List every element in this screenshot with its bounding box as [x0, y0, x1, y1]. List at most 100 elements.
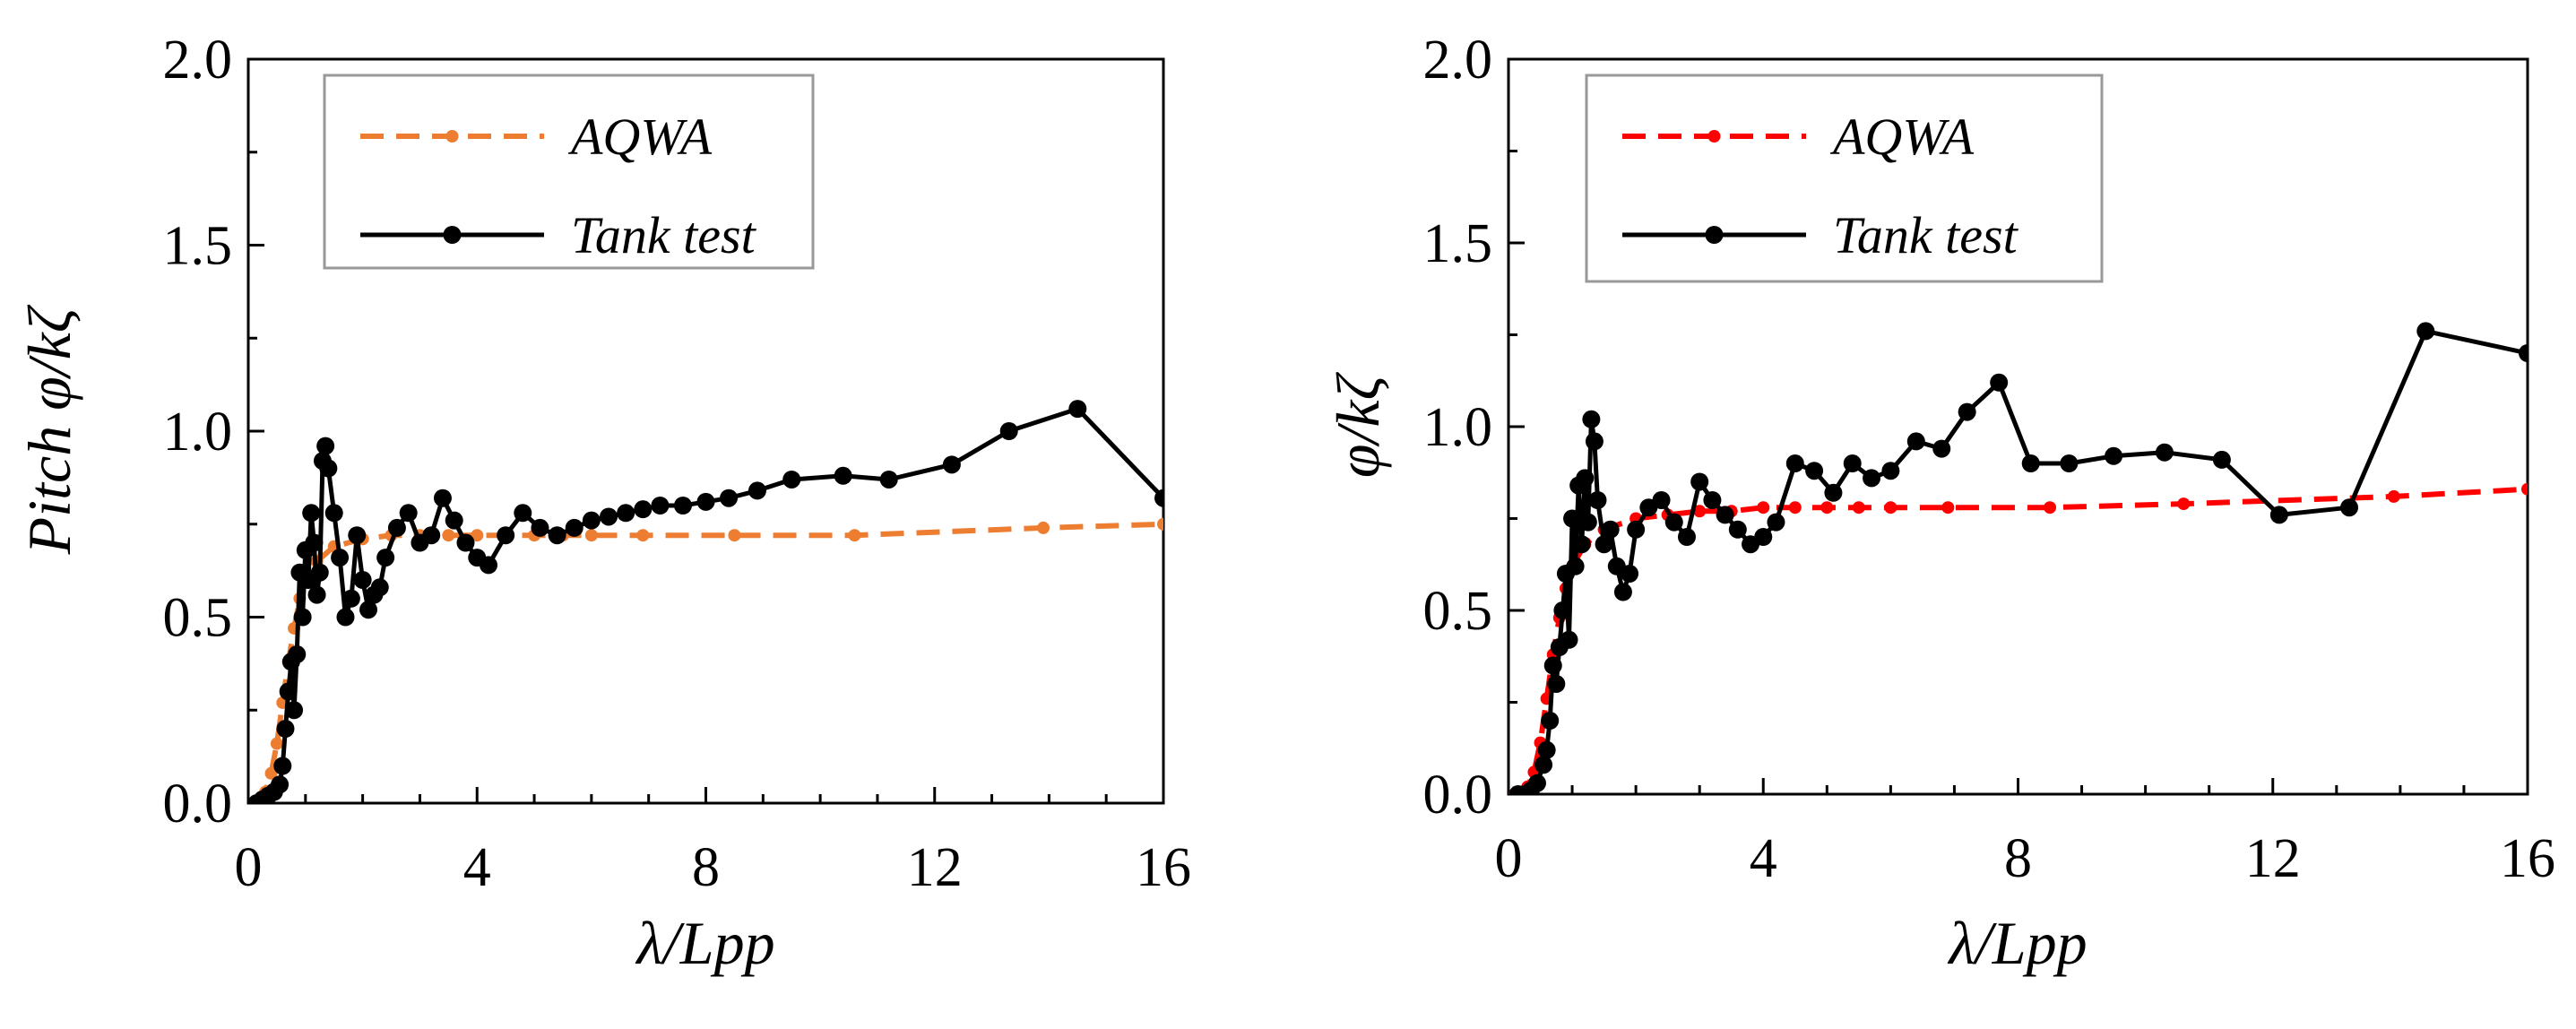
y-axis-label: φ/kζ [1324, 371, 1392, 478]
tank-test-point [288, 645, 307, 663]
x-axis-label: λ/Lpp [1947, 909, 2087, 977]
tank-test-point [1537, 740, 1556, 759]
tank-test-point [1690, 472, 1709, 491]
tank-test-point [1958, 402, 1976, 421]
tank-test-point [456, 533, 475, 552]
tank-test-point [1553, 601, 1572, 619]
tank-test-point [1677, 528, 1696, 546]
tank-test-point [433, 489, 452, 507]
tank-test-point [348, 526, 367, 545]
y-tick-label: 1.0 [163, 402, 233, 463]
tank-test-point [480, 556, 498, 575]
aqwa-point [1036, 521, 1050, 534]
aqwa-line [1515, 486, 2528, 794]
tank-test-point [336, 608, 355, 627]
y-tick-label: 2.0 [1423, 30, 1493, 91]
x-tick-label: 8 [2004, 828, 2032, 889]
tank-test-point [271, 775, 290, 794]
legend-label: Tank test [1833, 206, 2019, 264]
tank-test-point [514, 504, 532, 523]
tank-test-point [2060, 454, 2079, 472]
tank-test-point [376, 549, 395, 567]
x-tick-label: 12 [907, 837, 963, 898]
tank-test-point [1068, 400, 1087, 419]
tank-test-point [1543, 656, 1562, 675]
legend: AQWA Tank test [323, 74, 815, 270]
x-tick-label: 0 [1495, 828, 1523, 889]
tank-test-point [353, 571, 372, 589]
tank-test-point [1527, 774, 1546, 792]
x-tick-label: 0 [235, 837, 263, 898]
aqwa-point [2521, 482, 2528, 496]
y-tick-label: 1.5 [163, 216, 233, 277]
legend-marker [1707, 130, 1721, 143]
tank-test-point [1863, 469, 1881, 488]
tank-test-point [565, 518, 583, 537]
tank-test-point [387, 518, 406, 537]
tank-test-point [497, 526, 515, 545]
aqwa-point [1157, 517, 1163, 531]
tank-test-point [1716, 506, 1734, 524]
tank-test-point [1613, 583, 1632, 601]
tank-test-point [1843, 454, 1862, 472]
aqwa-point [442, 529, 455, 542]
aqwa-point [471, 529, 484, 542]
chart-right: 0 4 8 12 16 0.0 0.5 1.0 1.5 2.0 λ/Lpp φ/kζ AQWA Tank … [1324, 30, 2555, 977]
y-tick-label: 0.0 [163, 774, 233, 834]
tank-test-point [1824, 483, 1843, 502]
tank-test-point [1785, 454, 1804, 472]
aqwa-point [2387, 489, 2400, 503]
y-tick-label: 0.0 [1423, 765, 1493, 826]
tank-test-point [1576, 469, 1595, 488]
tank-test-point [1767, 513, 1785, 532]
tank-test-point [285, 701, 304, 720]
legend-label: Tank test [571, 206, 757, 264]
legend-marker [1705, 226, 1724, 244]
x-axis-label: λ/Lpp [635, 909, 774, 977]
tank-test-point [1534, 756, 1553, 774]
tank-test-point [617, 504, 635, 523]
tank-test-point [1560, 630, 1578, 649]
x-tick-label: 8 [692, 837, 720, 898]
aqwa-point [264, 766, 278, 780]
tank-test-point [2340, 498, 2359, 517]
tank-test-point [1154, 489, 1163, 507]
tank-test-point [1588, 491, 1607, 509]
x-tick-label: 16 [2500, 828, 2555, 889]
tank-test-line [1517, 328, 2528, 794]
x-tick-label: 12 [2245, 828, 2301, 889]
aqwa-point [1693, 505, 1707, 518]
tank-test-point [696, 492, 715, 511]
tank-test-point [1541, 712, 1560, 730]
tank-test-point [1547, 675, 1566, 693]
tank-test-point [1572, 535, 1591, 554]
x-tick-label: 4 [463, 837, 491, 898]
aqwa-point [270, 737, 283, 750]
tank-test-point [720, 489, 739, 507]
aqwa-point [1788, 501, 1802, 514]
tank-test-point [445, 511, 463, 530]
y-tick-label: 2.0 [163, 30, 233, 91]
tank-test-point [1566, 557, 1585, 575]
tank-test-point [359, 601, 378, 619]
tank-test-point [548, 526, 566, 545]
tank-test-point [331, 549, 350, 567]
tank-test-point [2105, 446, 2123, 465]
tank-test-point [634, 500, 653, 519]
legend-frame [1585, 74, 2104, 283]
tank-test-point [399, 504, 418, 523]
tank-test-point [600, 507, 618, 526]
aqwa-point [848, 529, 861, 542]
tank-test-point [748, 481, 766, 500]
aqwa-point [584, 529, 598, 542]
tank-test-point [293, 608, 312, 627]
tank-test-line [255, 406, 1163, 803]
aqwa-point [1884, 501, 1897, 514]
tank-test-point [1664, 513, 1683, 532]
aqwa-point [1820, 501, 1834, 514]
tank-test-point [302, 504, 321, 523]
aqwa-line [252, 521, 1163, 803]
tank-test-point [324, 504, 343, 523]
tank-test-point [2212, 450, 2231, 469]
